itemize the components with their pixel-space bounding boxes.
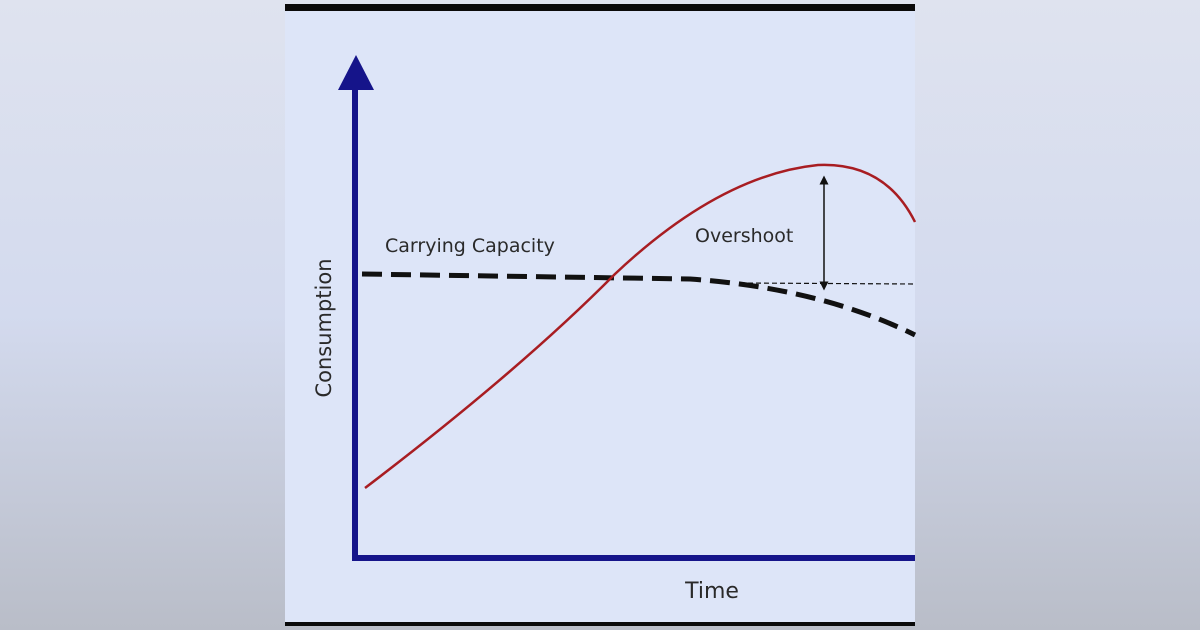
- panel-bottom-border: [285, 622, 915, 626]
- y-axis-label: Consumption: [312, 258, 336, 397]
- diagram-panel: [285, 4, 915, 626]
- y-axis-arrow: [338, 55, 374, 90]
- consumption-curve: [364, 163, 917, 489]
- capacity-label: Carrying Capacity: [385, 235, 555, 257]
- panel-top-border: [285, 4, 915, 11]
- overshoot-label: Overshoot: [695, 225, 793, 247]
- capacity-curve: [361, 271, 917, 338]
- x-axis-label: Time: [684, 579, 739, 604]
- capacity-reference: [739, 282, 916, 285]
